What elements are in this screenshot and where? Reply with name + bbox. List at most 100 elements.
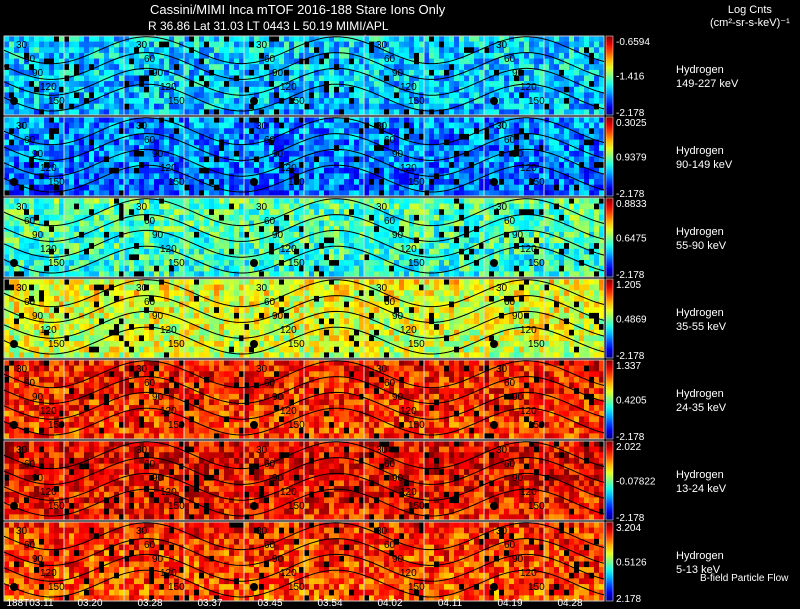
pixel-cell (59, 133, 65, 140)
pixel-cell (139, 179, 145, 186)
pixel-cell (44, 69, 50, 76)
pixel-cell (24, 243, 30, 250)
pixel-cell (404, 260, 410, 267)
pixel-cell (519, 69, 525, 76)
pixel-cell (4, 69, 10, 76)
pixel-cell (279, 69, 285, 76)
pixel-cell (254, 117, 260, 123)
pixel-cell (339, 92, 345, 99)
pixel-cell (334, 214, 340, 221)
pixel-cell (144, 248, 150, 255)
pixel-cell (534, 203, 540, 210)
pixel-cell (99, 98, 105, 105)
pixel-cell (239, 260, 245, 267)
pixel-cell (44, 179, 50, 186)
pixel-cell (214, 128, 220, 135)
pixel-cell (354, 109, 360, 116)
pixel-cell (439, 190, 445, 197)
pixel-cell (569, 179, 575, 186)
pixel-cell (219, 92, 225, 99)
pixel-cell (544, 103, 550, 110)
pixel-cell (504, 179, 510, 186)
pixel-cell (129, 47, 135, 54)
pixel-cell (129, 145, 135, 152)
pixel-cell (309, 226, 315, 233)
pixel-cell (119, 41, 125, 48)
pixel-cell (34, 260, 40, 267)
pixel-cell (269, 128, 275, 135)
pixel-cell (464, 103, 470, 110)
pixel-cell (34, 81, 40, 88)
pixel-cell (379, 214, 385, 221)
pixel-cell (24, 260, 30, 267)
pixel-cell (584, 117, 590, 123)
pixel-cell (109, 92, 115, 99)
pixel-cell (84, 254, 90, 261)
pixel-cell (494, 220, 500, 227)
pixel-cell (54, 150, 60, 157)
pixel-cell (404, 226, 410, 233)
pixel-cell (529, 139, 535, 146)
pixel-cell (289, 254, 295, 261)
pixel-cell (39, 220, 45, 227)
contour-label: 150 (288, 96, 305, 107)
pixel-cell (539, 69, 545, 76)
pixel-cell (154, 58, 160, 65)
pixel-cell (94, 248, 100, 255)
pixel-cell (289, 198, 295, 204)
pixel-cell (19, 139, 25, 146)
pixel-cell (444, 271, 450, 278)
pixel-cell (39, 86, 45, 93)
pixel-cell (424, 190, 430, 197)
pixel-cell (414, 237, 420, 244)
pixel-cell (34, 75, 40, 82)
pixel-cell (354, 237, 360, 244)
pixel-cell (9, 271, 15, 278)
pixel-cell (179, 231, 185, 238)
pixel-cell (134, 220, 140, 227)
pixel-cell (319, 214, 325, 221)
pixel-cell (364, 173, 370, 180)
pixel-cell (104, 86, 110, 93)
pixel-cell (409, 237, 415, 244)
pixel-cell (24, 92, 30, 99)
pixel-cell (289, 162, 295, 169)
pixel-cell (9, 41, 15, 48)
pixel-cell (499, 133, 505, 140)
pixel-cell (274, 209, 280, 216)
pixel-cell (244, 167, 250, 174)
pixel-cell (249, 133, 255, 140)
pixel-cell (29, 150, 35, 157)
pixel-cell (374, 98, 380, 105)
pixel-cell (519, 173, 525, 180)
pixel-cell (134, 133, 140, 140)
pixel-cell (284, 41, 290, 48)
pixel-cell (284, 133, 290, 140)
pixel-cell (299, 133, 305, 140)
pixel-cell (499, 265, 505, 272)
pixel-cell (319, 150, 325, 157)
pixel-cell (74, 36, 80, 42)
pixel-cell (219, 254, 225, 261)
pixel-cell (534, 248, 540, 255)
pixel-cell (299, 184, 305, 191)
pixel-cell (504, 198, 510, 204)
pixel-cell (164, 203, 170, 210)
pixel-cell (494, 36, 500, 42)
pixel-cell (294, 36, 300, 42)
pixel-cell (599, 86, 605, 93)
pixel-cell (524, 237, 530, 244)
pixel-cell (539, 98, 545, 105)
pixel-cell (374, 271, 380, 278)
pixel-cell (174, 69, 180, 76)
pixel-cell (44, 41, 50, 48)
pitch-angle-contour (3, 133, 605, 161)
pixel-cell (124, 47, 130, 54)
pixel-cell (529, 209, 535, 216)
pixel-cell (254, 243, 260, 250)
pixel-cell (64, 86, 70, 93)
pixel-cell (34, 47, 40, 54)
pixel-cell (349, 98, 355, 105)
pixel-cell (334, 92, 340, 99)
pixel-cell (224, 260, 230, 267)
